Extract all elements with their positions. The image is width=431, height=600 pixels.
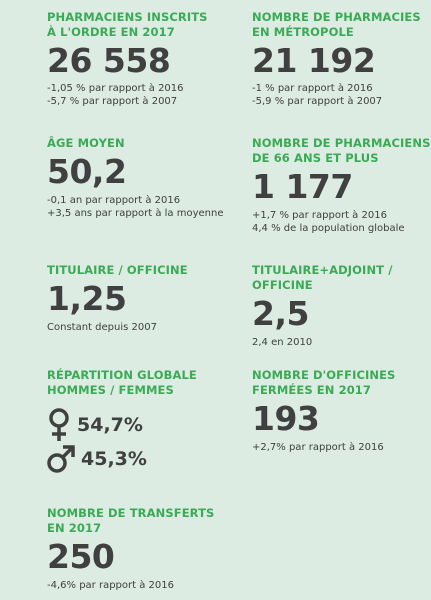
stat-value: 21 192 xyxy=(252,41,376,80)
stat-value: 1,25 xyxy=(47,279,127,318)
stat-notes: -4,6% par rapport à 2016 xyxy=(47,580,174,591)
stat-label: PHARMACIENS INSCRITS À L'ORDRE EN 2017 xyxy=(47,10,208,39)
female-symbol-icon xyxy=(47,408,71,442)
stat-notes: +1,7 % par rapport à 2016 4,4 % de la po… xyxy=(252,210,405,234)
stat-titulaire-adjoint-officine: TITULAIRE+ADJOINT / OFFICINE 2,5 2,4 en … xyxy=(252,263,393,350)
stat-label: NOMBRE DE PHARMACIES EN MÉTROPOLE xyxy=(252,10,421,39)
stat-label: RÉPARTITION GLOBALE HOMMES / FEMMES xyxy=(47,368,197,397)
stat-titulaire-officine: TITULAIRE / OFFICINE 1,25 Constant depui… xyxy=(47,263,188,335)
stat-label: NOMBRE DE TRANSFERTS EN 2017 xyxy=(47,506,215,535)
stat-pharmaciens-66-ans: NOMBRE DE PHARMACIENS DE 66 ANS ET PLUS … xyxy=(252,136,430,235)
stat-notes: +2,7% par rapport à 2016 xyxy=(252,442,384,453)
stat-label: NOMBRE DE PHARMACIENS DE 66 ANS ET PLUS xyxy=(252,136,431,165)
stat-value: 50,2 xyxy=(47,152,127,191)
stat-pharmacies-metropole: NOMBRE DE PHARMACIES EN MÉTROPOLE 21 192… xyxy=(252,10,421,108)
stat-notes: 2,4 en 2010 xyxy=(252,337,313,348)
stat-notes: -1,05 % par rapport à 2016 -5,7 % par ra… xyxy=(47,83,184,107)
stat-value: 1 177 xyxy=(252,167,353,206)
stat-pharmaciens-inscrits: PHARMACIENS INSCRITS À L'ORDRE EN 2017 2… xyxy=(47,10,208,108)
stat-value: 193 xyxy=(252,399,320,438)
stat-age-moyen: ÂGE MOYEN 50,2 -0,1 an par rapport à 201… xyxy=(47,136,224,220)
stat-repartition-hommes-femmes: RÉPARTITION GLOBALE HOMMES / FEMMES 54,7… xyxy=(47,368,197,476)
stat-label: ÂGE MOYEN xyxy=(47,136,125,150)
male-row: 45,3% xyxy=(47,442,197,476)
stat-officines-fermees: NOMBRE D'OFFICINES FERMÉES EN 2017 193 +… xyxy=(252,368,395,455)
stat-notes: -0,1 an par rapport à 2016 +3,5 ans par … xyxy=(47,195,224,219)
female-percentage: 54,7% xyxy=(77,414,143,436)
stat-notes: -1 % par rapport à 2016 -5,9 % par rappo… xyxy=(252,83,383,107)
stat-label: TITULAIRE+ADJOINT / OFFICINE xyxy=(252,263,393,292)
male-symbol-icon xyxy=(47,444,75,474)
stat-label: TITULAIRE / OFFICINE xyxy=(47,263,188,277)
stat-transferts: NOMBRE DE TRANSFERTS EN 2017 250 -4,6% p… xyxy=(47,506,214,593)
male-percentage: 45,3% xyxy=(81,448,147,470)
stat-value: 26 558 xyxy=(47,41,171,80)
stat-label: NOMBRE D'OFFICINES FERMÉES EN 2017 xyxy=(252,368,396,397)
female-row: 54,7% xyxy=(47,408,197,442)
stat-notes: Constant depuis 2007 xyxy=(47,322,157,333)
stat-value: 250 xyxy=(47,537,115,576)
stat-value: 2,5 xyxy=(252,294,309,333)
